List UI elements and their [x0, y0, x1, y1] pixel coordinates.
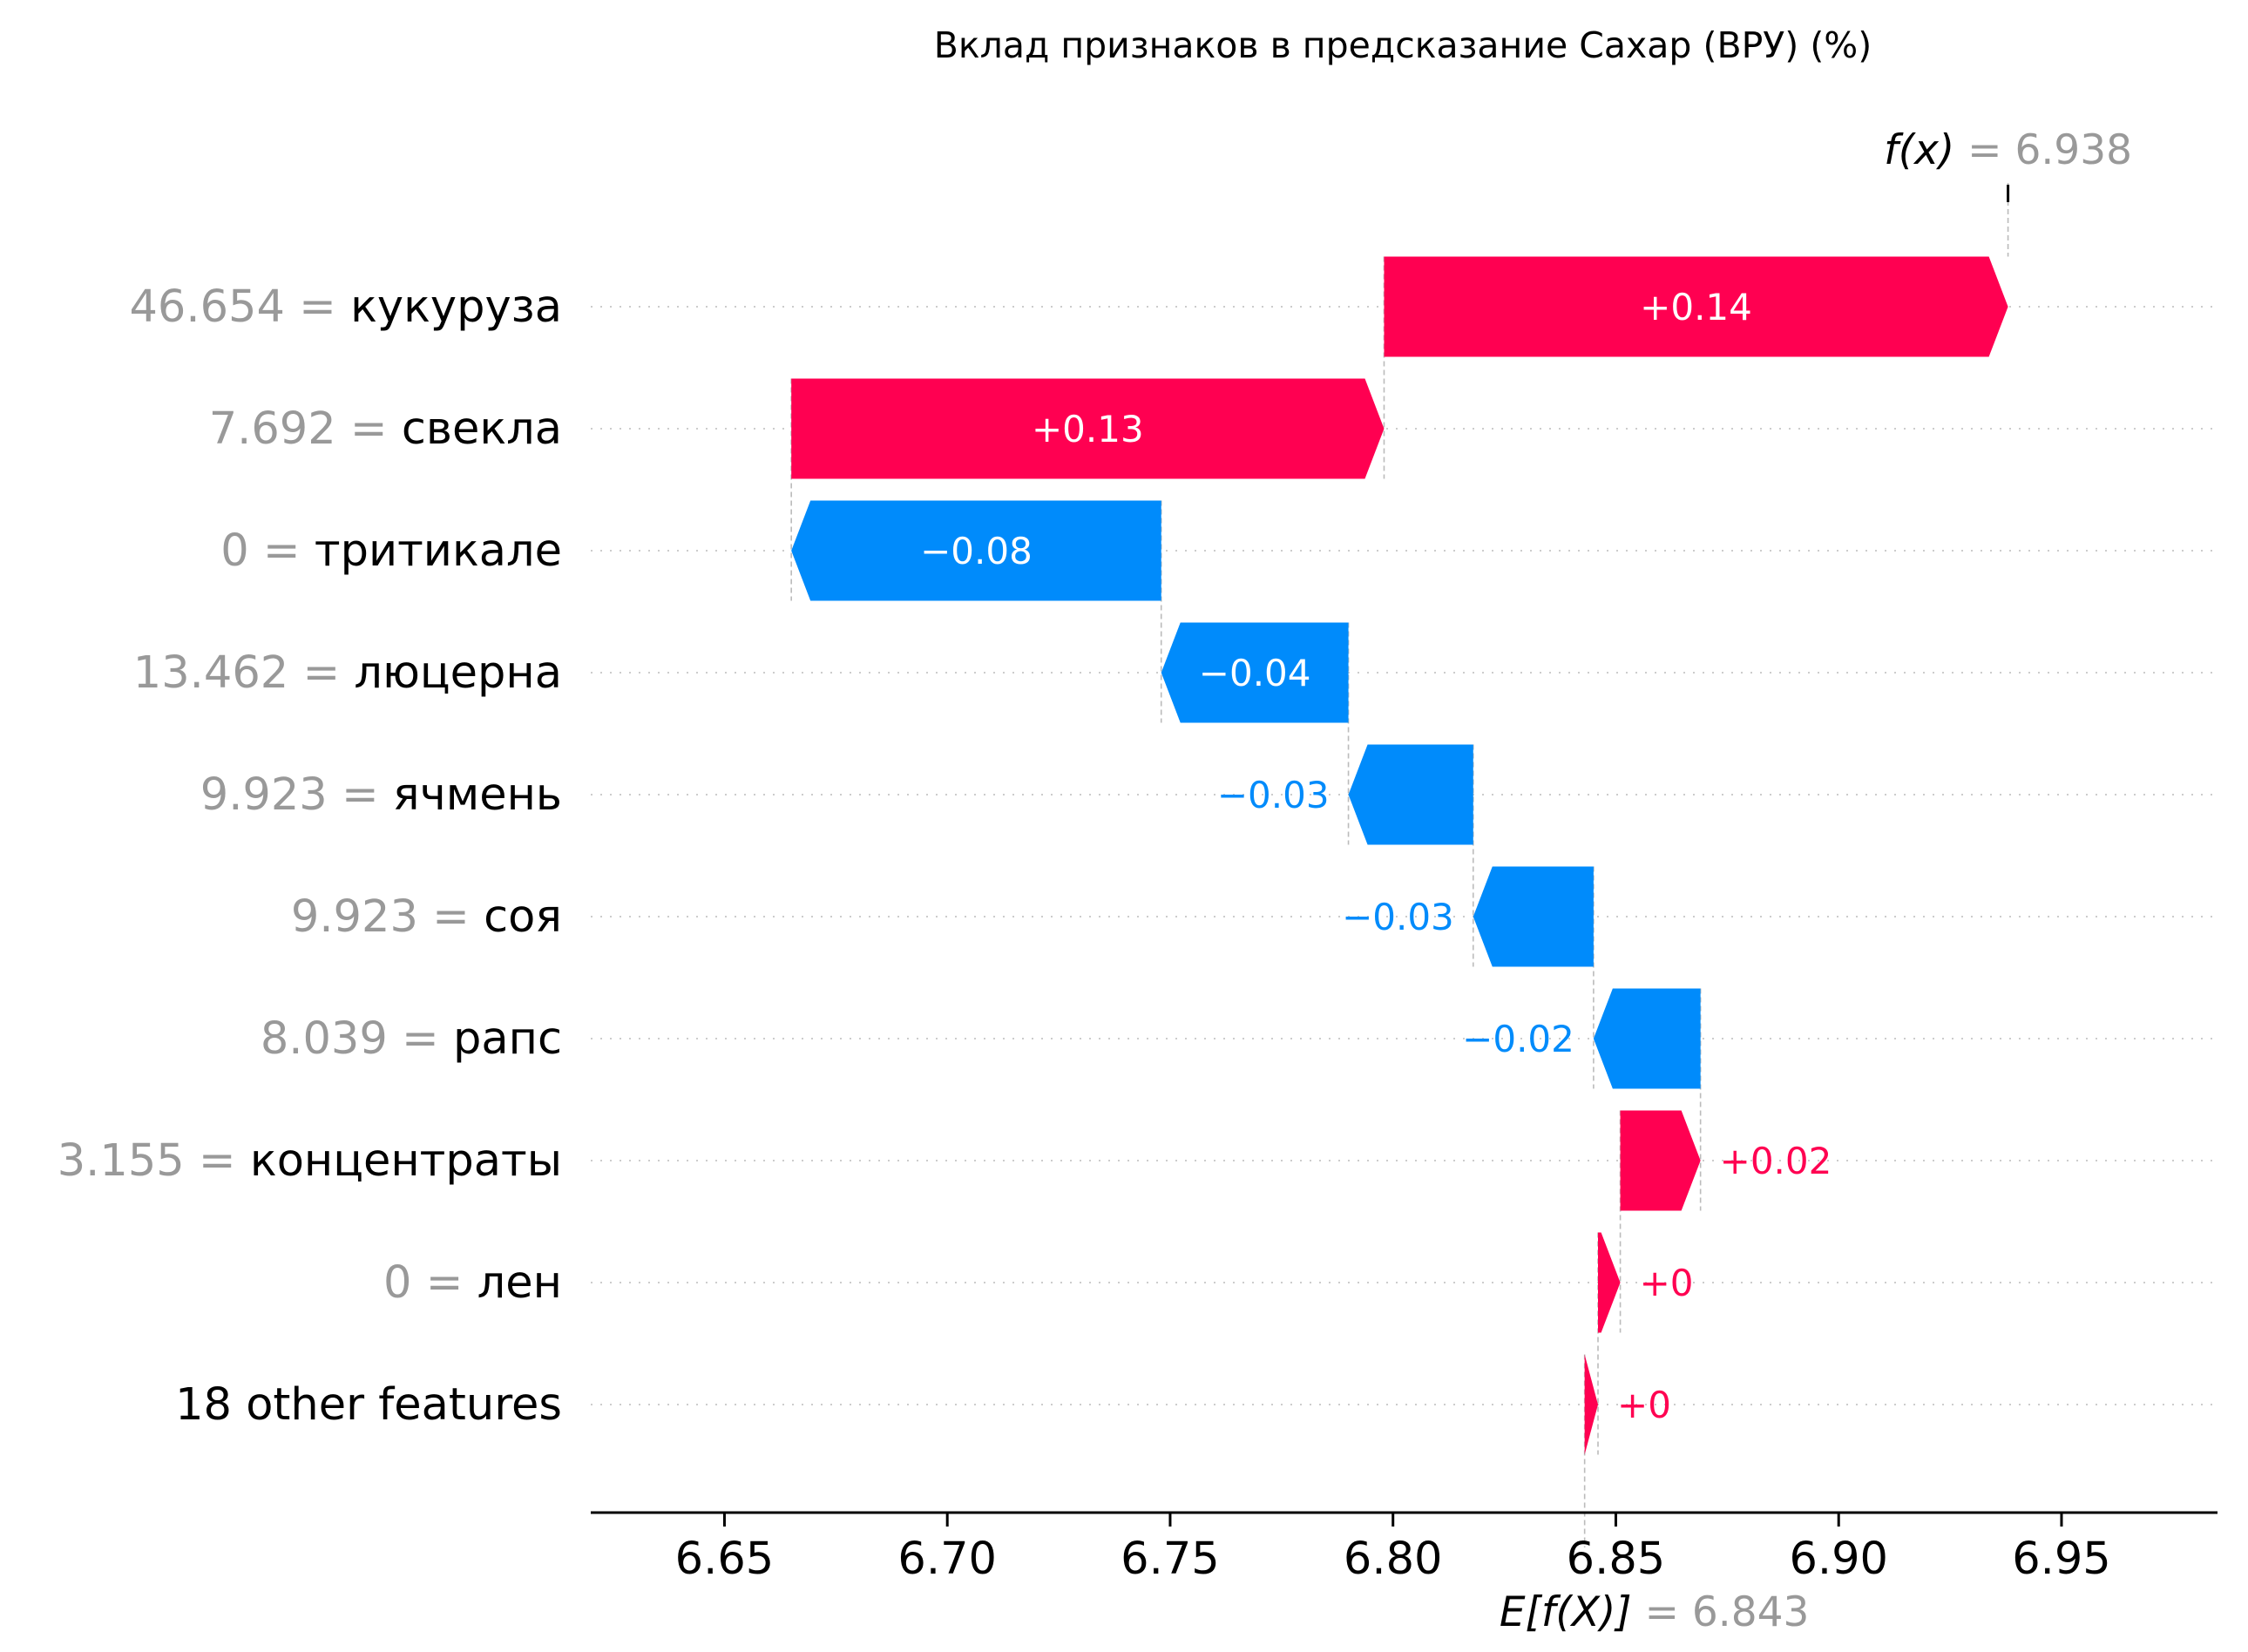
x-axis: 6.65 6.70 6.75 6.80 6.85 6.90 6.95: [591, 1511, 2218, 1585]
feature-label: 7.692 = свекла: [209, 403, 562, 455]
bar-10: [1584, 1354, 1599, 1455]
feature-label: 46.654 = кукуруза: [129, 281, 562, 333]
feature-value: 9.923 =: [291, 891, 470, 943]
base-value-label: E[f(X)] = 6.843: [1500, 1588, 1810, 1636]
feature-name: 18 other features: [175, 1379, 562, 1431]
feature-value: 46.654 =: [129, 281, 335, 333]
base-label-value: = 6.843: [1632, 1588, 1810, 1636]
bar-label: +0.02: [1720, 1140, 1832, 1182]
feature-name: тритикале: [315, 525, 562, 577]
output-value-label: f(x) = 6.938: [1884, 126, 2132, 174]
feature-name: лен: [477, 1257, 562, 1309]
output-label-value: = 6.938: [1954, 126, 2132, 174]
bar-4: [1161, 622, 1349, 723]
x-tick-label: 6.65: [675, 1534, 775, 1585]
bar-8: [1620, 1110, 1701, 1211]
feature-name: ячмень: [393, 769, 562, 821]
bar-5: [1348, 744, 1473, 845]
bar-label: +0.13: [1032, 408, 1144, 450]
feature-value: 8.039 =: [261, 1013, 439, 1065]
feature-labels: 46.654 = кукуруза 7.692 = свекла 0 = трити…: [58, 281, 562, 1431]
x-tick-label: 6.90: [1789, 1534, 1888, 1585]
feature-label: 8.039 = рапс: [261, 1013, 562, 1065]
feature-value: 9.923 =: [200, 769, 379, 821]
feature-name: концентраты: [250, 1135, 562, 1187]
feature-value: 13.462 =: [133, 647, 340, 699]
bar-label: −0.03: [1342, 896, 1454, 938]
bar-label: −0.02: [1462, 1018, 1574, 1060]
feature-value: 0 =: [383, 1257, 463, 1309]
feature-value: 3.155 =: [58, 1135, 236, 1187]
feature-name: люцерна: [354, 647, 562, 699]
bar-3: [791, 500, 1161, 601]
bar-label: −0.08: [920, 530, 1033, 572]
feature-label: 3.155 = концентраты: [58, 1135, 562, 1187]
feature-label: 13.462 = люцерна: [133, 647, 562, 699]
x-tick-label: 6.80: [1344, 1534, 1443, 1585]
feature-name: рапс: [453, 1013, 562, 1065]
x-tick-label: 6.70: [897, 1534, 997, 1585]
output-label-prefix: f(x): [1884, 126, 1954, 174]
feature-value: 7.692 =: [209, 403, 388, 455]
x-tick-label: 6.95: [2012, 1534, 2111, 1585]
bar-7: [1593, 988, 1701, 1089]
feature-label: 9.923 = соя: [291, 891, 562, 943]
bar-label: −0.03: [1217, 774, 1330, 816]
feature-label: 9.923 = ячмень: [200, 769, 562, 821]
feature-name: свекла: [402, 403, 562, 455]
bar-label: −0.04: [1199, 652, 1311, 694]
x-tick-label: 6.75: [1121, 1534, 1220, 1585]
value-annotations: f(x) = 6.938 E[f(X)] = 6.843: [1500, 126, 2132, 1636]
feature-name: кукуруза: [350, 281, 562, 333]
bar-2: [791, 378, 1385, 479]
bar-label: +0: [1617, 1384, 1671, 1426]
feature-label: 0 = тритикале: [220, 525, 562, 577]
bar-9: [1598, 1232, 1621, 1333]
feature-label: 18 other features: [175, 1379, 562, 1431]
bar-label: +0: [1640, 1262, 1694, 1304]
contribution-bars: +0.14 +0.13 −0.08 −0.04 −0.03 −0.03 −0.02 +0.02…: [791, 256, 2008, 1455]
x-tick-label: 6.85: [1567, 1534, 1666, 1585]
chart-title: Вклад признаков в предсказание Сахар (ВР…: [934, 24, 1872, 66]
base-label-prefix: E[f(X)]: [1500, 1588, 1632, 1636]
feature-label: 0 = лен: [383, 1257, 562, 1309]
feature-name: соя: [484, 891, 562, 943]
feature-value: 0 =: [220, 525, 300, 577]
bar-label: +0.14: [1640, 286, 1752, 328]
bar-1: [1384, 256, 2008, 357]
bar-6: [1473, 866, 1594, 967]
